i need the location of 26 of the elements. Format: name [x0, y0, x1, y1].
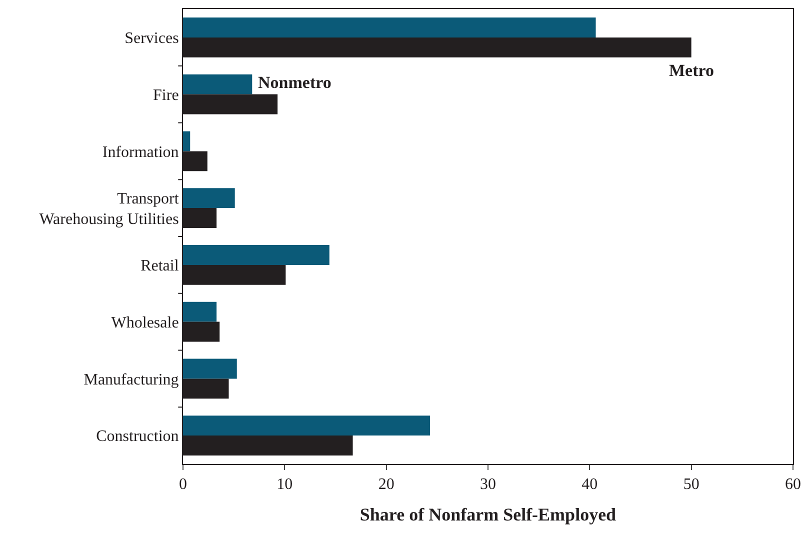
x-tick-label: 20	[378, 476, 394, 494]
y-tick-label: Wholesale	[111, 314, 179, 332]
y-tick-label: Fire	[153, 86, 179, 104]
bar	[183, 188, 235, 208]
bar	[183, 416, 430, 436]
bar	[183, 131, 190, 152]
x-tick-label: 40	[582, 476, 598, 494]
x-tick-label: 30	[480, 476, 496, 494]
y-tick-label: Services	[124, 30, 179, 48]
x-tick-label: 50	[683, 476, 700, 494]
y-tick-label: Retail	[140, 258, 180, 275]
series-label: Metro	[669, 61, 714, 80]
y-tick-label: Manufacturing	[84, 371, 179, 388]
x-tick-label: 0	[179, 476, 187, 494]
bar	[183, 18, 596, 38]
bar	[183, 74, 252, 94]
bar	[183, 358, 237, 379]
y-tick-label: Transport Warehousing Utilities	[39, 190, 180, 228]
bar	[183, 302, 217, 322]
x-tick-label: 60	[785, 476, 801, 494]
x-tick-label: 10	[276, 476, 293, 494]
y-tick-label: Information	[102, 144, 179, 161]
series-label: Nonmetro	[258, 73, 332, 92]
y-tick-label: Construction	[96, 428, 179, 446]
x-axis-title: Share of Nonfarm Self-Employed	[360, 504, 616, 524]
bar	[183, 245, 330, 265]
